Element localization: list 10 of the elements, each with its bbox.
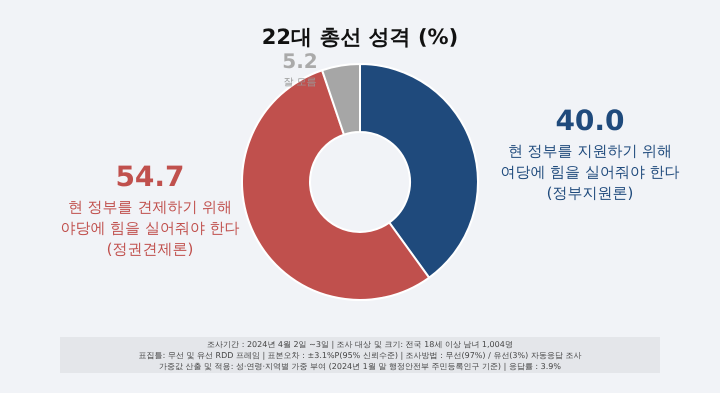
- data-label: 54.7: [115, 160, 185, 193]
- slice-label: 잘 모름: [283, 77, 317, 88]
- slice-label: 현 정부를 지원하기 위해 여당에 힘을 실어줘야 한다 (정부지원론): [500, 142, 680, 202]
- slice-label: 현 정부를 견제하기 위해 야당에 힘을 실어줘야 한다 (정권견제론): [60, 198, 240, 258]
- text: 조사기간 : 2024년 4월 2일 ~3일 | 조사 대상 및 크기: 전국 18세 이상 남녀 1,004명: [207, 340, 513, 349]
- data-label: 40.0: [555, 104, 625, 137]
- text: 가중값 산출 및 적용: 성·연령·지역별 가중 부여 (2024년 1월 말 행정안전부 주민등록인구 기준) | 응답률 : 3.9%: [159, 362, 562, 371]
- text: 표집틀: 무선 및 유선 RDD 프레임 | 표본오차 : ±3.1%P(95% 신뢰수준) | 조사방법 : 무선(97%) / 유선(3%) 자동응답 조사: [138, 351, 582, 360]
- data-label: 5.2: [282, 49, 318, 73]
- chart-title: 22대 총선 성격 (%): [262, 25, 458, 49]
